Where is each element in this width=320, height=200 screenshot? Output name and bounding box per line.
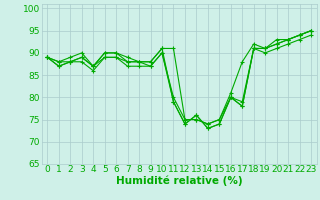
X-axis label: Humidité relative (%): Humidité relative (%) — [116, 176, 243, 186]
